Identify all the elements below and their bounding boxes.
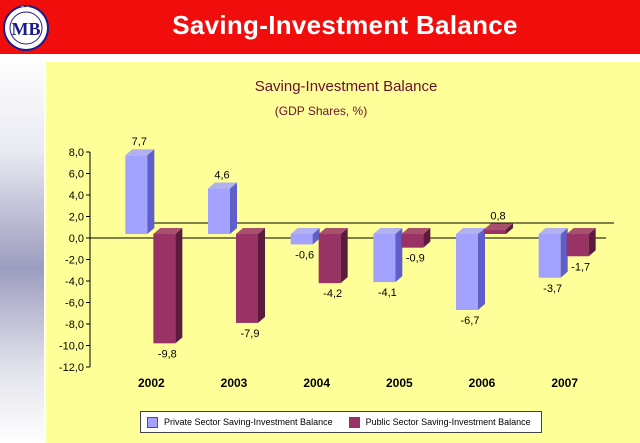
bar-side-public xyxy=(340,228,348,284)
x-category-label: 2004 xyxy=(303,376,330,390)
y-tick-label: 4,0 xyxy=(69,190,84,202)
chart-title: Saving-Investment Balance xyxy=(255,78,438,95)
chart: Saving-Investment Balance (GDP Shares, %… xyxy=(59,78,614,390)
plot-area: 8,0 6,0 4,0 2,0 0,0 -2,0 -4,0 -6,0 -8,0 -10,0 -12,… xyxy=(59,136,614,390)
bar-side-public xyxy=(588,228,596,257)
legend-label-public: Public Sector Saving-Investment Balance xyxy=(365,417,531,427)
bar-public xyxy=(236,234,258,323)
bar-side-private xyxy=(230,182,237,234)
bar-public xyxy=(318,234,341,284)
sidebar-decoration xyxy=(0,54,44,443)
data-label-public: 0,8 xyxy=(490,210,505,222)
data-label-public: -7,9 xyxy=(241,328,260,340)
bar-side-private xyxy=(395,228,403,283)
central-bank-logo: MB T.C. xyxy=(3,5,49,51)
bar-private xyxy=(290,234,313,245)
bar-private xyxy=(208,188,230,234)
x-category-label: 2005 xyxy=(386,376,413,390)
bar-top-public xyxy=(401,228,431,234)
bar-side-private xyxy=(312,228,320,245)
data-label-public: -0,9 xyxy=(406,253,425,265)
y-tick-label: -8,0 xyxy=(65,319,84,331)
bar-private xyxy=(125,155,148,234)
bar-top-public xyxy=(153,228,183,234)
y-tick-label: 2,0 xyxy=(69,212,84,224)
data-label-private: -6,7 xyxy=(461,315,480,327)
x-category-label: 2003 xyxy=(221,376,248,390)
bar-side-private xyxy=(478,228,485,311)
legend-item-public: Public Sector Saving-Investment Balance xyxy=(348,416,531,428)
x-category-label: 2006 xyxy=(469,376,496,390)
page-title: Saving-Investment Balance xyxy=(172,10,518,40)
y-tick-label: -12,0 xyxy=(59,362,84,374)
bar-private xyxy=(538,234,561,278)
legend-swatch-private xyxy=(147,416,158,428)
bar-top-private xyxy=(125,149,155,156)
data-label-private: 7,7 xyxy=(132,136,147,148)
legend-swatch-public xyxy=(348,416,360,428)
data-label-public: -1,7 xyxy=(571,261,590,273)
bar-top-private xyxy=(208,182,237,189)
logo-letters: MB xyxy=(12,19,41,39)
bar-top-public xyxy=(566,228,596,234)
y-tick-label: -6,0 xyxy=(65,298,84,310)
data-label-private: -3,7 xyxy=(543,283,562,295)
x-category-label: 2002 xyxy=(138,376,165,390)
bar-side-public xyxy=(423,228,431,248)
bar-side-private xyxy=(147,149,155,234)
bar-side-public xyxy=(258,228,265,323)
bar-private xyxy=(456,234,478,311)
bar-side-public xyxy=(506,223,513,234)
data-label-private: -4,1 xyxy=(378,287,397,299)
y-tick-label: -4,0 xyxy=(65,276,84,288)
data-label-public: -9,8 xyxy=(158,348,177,360)
bar-top-private xyxy=(373,228,403,234)
bar-top-private xyxy=(538,228,568,234)
bar-top-public xyxy=(484,223,513,230)
header-bar: MB T.C. Saving-Investment Balance xyxy=(0,0,640,54)
chart-legend: Private Sector Saving-Investment Balance… xyxy=(140,411,542,433)
bar-top-public xyxy=(318,228,348,234)
bar-top-private xyxy=(456,228,485,234)
data-label-private: -0,6 xyxy=(295,249,314,261)
bar-side-public xyxy=(175,228,183,344)
legend-item-private: Private Sector Saving-Investment Balance xyxy=(147,416,333,428)
logo-top-text: T.C. xyxy=(21,7,32,13)
bar-public xyxy=(153,234,176,344)
bar-top-public xyxy=(236,228,265,234)
y-tick-label: -2,0 xyxy=(65,255,84,267)
bar-public xyxy=(566,234,589,257)
data-label-private: 4,6 xyxy=(214,170,229,182)
y-tick-label: 6,0 xyxy=(69,169,84,181)
y-tick-label: 8,0 xyxy=(69,147,84,159)
bar-top-private xyxy=(290,228,320,234)
x-category-label: 2007 xyxy=(551,376,578,390)
y-tick-label: 0,0 xyxy=(69,233,84,245)
y-tick-label: -10,0 xyxy=(59,341,84,353)
data-label-public: -4,2 xyxy=(323,288,342,300)
bar-private xyxy=(373,234,396,283)
legend-label-private: Private Sector Saving-Investment Balance xyxy=(164,417,333,427)
bar-public xyxy=(484,229,506,234)
chart-subtitle: (GDP Shares, %) xyxy=(275,104,367,118)
bar-public xyxy=(401,234,424,248)
bar-side-private xyxy=(560,228,568,278)
